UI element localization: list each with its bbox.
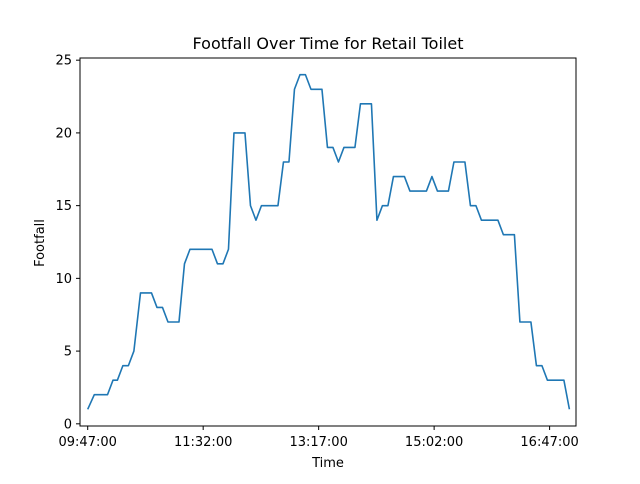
x-axis-label: Time [311, 456, 344, 471]
y-axis-label: Footfall [33, 219, 48, 267]
x-tick-label: 09:47:00 [59, 435, 117, 450]
chart-title: Footfall Over Time for Retail Toilet [193, 34, 464, 53]
plot-frame [79, 57, 577, 427]
x-axis-ticks: 09:47:00 11:32:00 13:17:00 15:02:00 16:47:00 [59, 426, 579, 450]
y-tick-label: 15 [55, 199, 72, 214]
y-tick-label: 20 [55, 126, 72, 141]
x-tick-label: 15:02:00 [405, 435, 463, 450]
axes [79, 57, 577, 427]
footfall-series-line [86, 73, 571, 410]
series-group [86, 73, 571, 410]
y-axis-ticks: 0 5 10 15 20 25 [55, 54, 80, 432]
y-tick-label: 10 [55, 272, 72, 287]
x-tick-label: 16:47:00 [520, 435, 578, 450]
x-tick-label: 13:17:00 [289, 435, 347, 450]
y-tick-label: 5 [64, 345, 72, 360]
y-tick-label: 25 [55, 54, 72, 69]
x-tick-label: 11:32:00 [174, 435, 232, 450]
y-tick-label: 0 [64, 417, 72, 432]
